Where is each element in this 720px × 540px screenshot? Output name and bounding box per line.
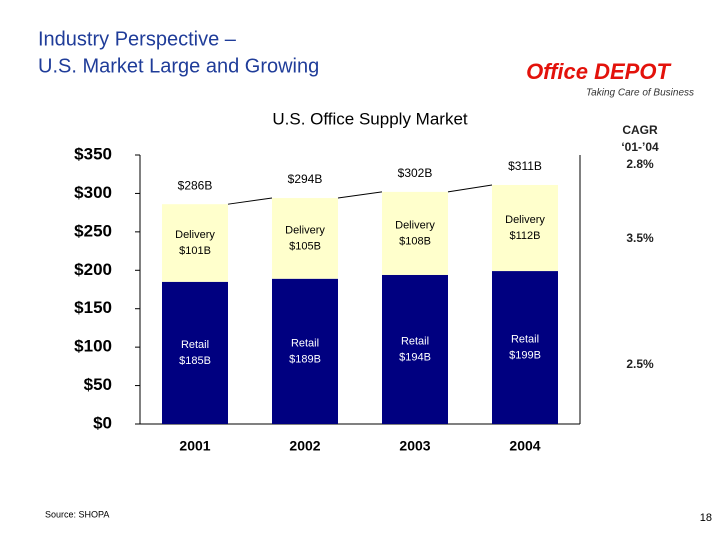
segment-name: Retail [291,337,319,349]
segment-name: Retail [511,333,539,345]
y-tick-label: $100 [74,337,112,356]
data-label: $101B [179,245,211,257]
data-label: $189B [289,353,321,365]
y-tick-label: $50 [84,375,112,394]
cagr-delivery: 3.5% [626,231,654,245]
segment-name: Delivery [175,229,215,241]
total-label: $302B [398,166,433,180]
x-tick-label: 2001 [179,438,210,454]
chart-title: U.S. Office Supply Market [272,109,468,128]
segment-name: Retail [401,335,429,347]
data-label: $199B [509,349,541,361]
y-tick-label: $200 [74,260,112,279]
segment-name: Delivery [505,214,545,226]
page-number: 18 [700,512,712,524]
data-label: $112B [510,230,541,242]
x-tick-label: 2004 [509,438,540,454]
data-label: $108B [399,235,431,247]
logo: Office DEPOT [526,59,671,84]
tagline: Taking Care of Business [586,88,694,99]
data-label: $185B [179,355,211,367]
y-tick-label: $300 [74,183,112,202]
bar-segment [492,184,558,272]
segment-name: Delivery [285,224,325,236]
cagr-retail: 2.5% [626,357,654,371]
data-label: $194B [399,351,431,363]
connector [447,184,493,193]
bar-segment [162,281,228,424]
bar-segment [492,271,558,424]
bar-segment [162,204,228,282]
segment-name: Retail [181,339,209,351]
total-label: $294B [288,172,323,186]
segment-name: Delivery [395,219,435,231]
y-tick-label: $250 [74,221,112,240]
x-tick-label: 2002 [289,438,320,454]
bar-segment [382,191,448,275]
x-tick-label: 2003 [399,438,430,454]
y-tick-label: $350 [74,144,112,163]
y-tick-label: $0 [93,413,112,432]
slide-title: U.S. Market Large and Growing [38,55,319,77]
data-label: $105B [289,240,321,252]
cagr-total: 2.8% [626,157,654,171]
bar-segment [272,278,338,424]
connector [337,191,383,199]
bar-segment [382,274,448,424]
total-label: $311B [508,159,542,173]
source: Source: SHOPA [45,509,109,519]
connector [227,197,273,205]
cagr-title: CAGR [622,123,658,137]
y-tick-label: $150 [74,298,112,317]
total-label: $286B [178,178,213,192]
slide-title: Industry Perspective – [38,28,237,50]
cagr-period: ‘01-’04 [621,140,659,154]
bar-segment [272,198,338,279]
